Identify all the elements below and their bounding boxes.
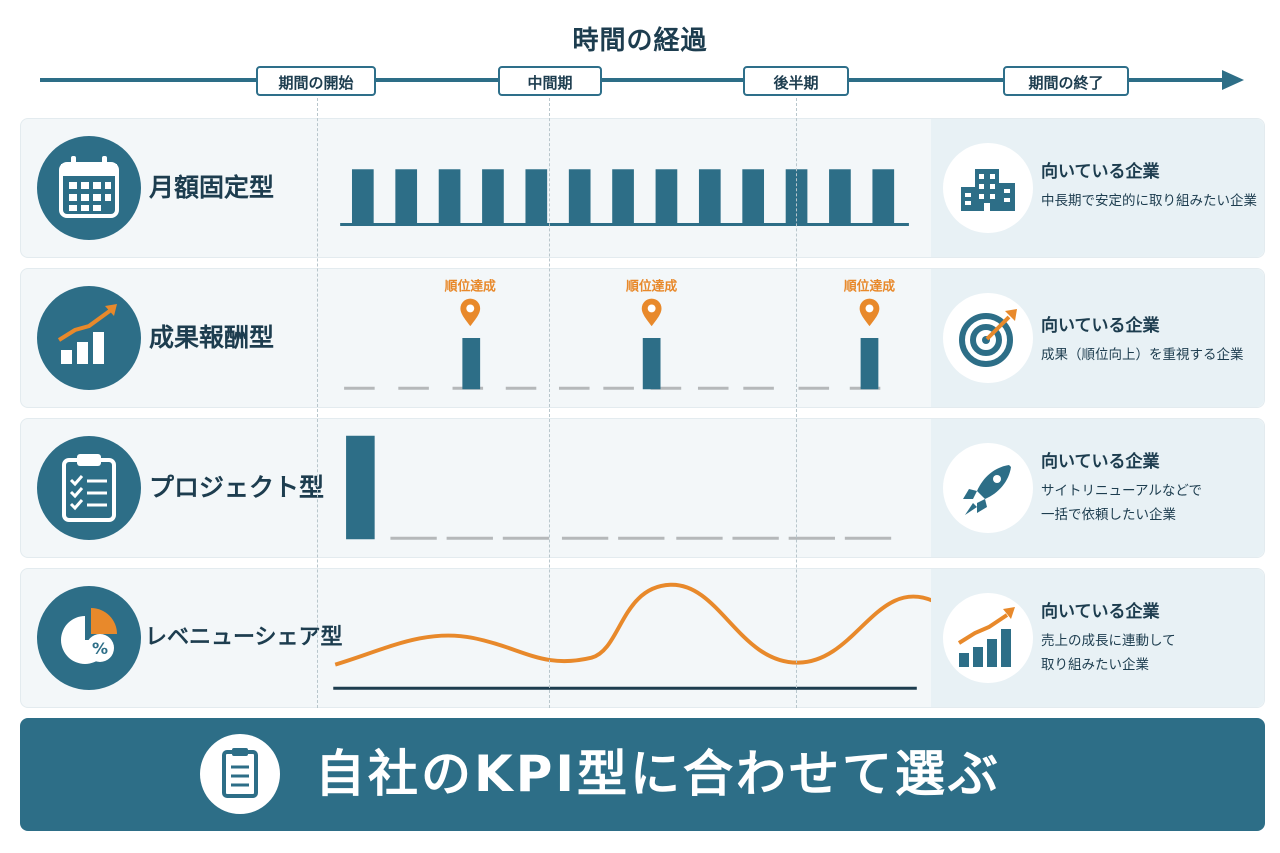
payment-bar xyxy=(438,169,461,226)
timeline-guide-middle xyxy=(549,98,550,708)
right-desc: 売上の成長に連動して 取り組みたい企業 xyxy=(1041,633,1176,673)
right-title: 向いている企業 xyxy=(1041,602,1160,622)
performance-chart: 順位達成 順位達成 順位達成 xyxy=(344,279,895,390)
right-title: 向いている企業 xyxy=(1041,452,1160,472)
revenue-wave-chart xyxy=(333,582,933,690)
row-title: 成果報酬型 xyxy=(149,323,275,352)
payment-bar xyxy=(655,169,678,226)
row-monthly-fixed: 月額固定型 xyxy=(20,118,1265,258)
payment-bar xyxy=(395,169,418,226)
row-title: プロジェクト型 xyxy=(149,473,325,502)
payment-bar xyxy=(568,169,591,226)
right-desc: 成果（順位向上）を重視する企業 xyxy=(1041,347,1244,363)
location-pin-icon xyxy=(460,298,481,327)
payment-bar xyxy=(742,169,765,226)
marker-label: 順位達成 xyxy=(844,279,895,295)
payment-bar xyxy=(872,169,895,226)
achievement-bar xyxy=(860,338,879,390)
right-desc: 中長期で安定的に取り組みたい企業 xyxy=(1041,193,1257,209)
row-title: 月額固定型 xyxy=(149,173,275,202)
page-title: 時間の経過 xyxy=(572,26,708,56)
achievement-bar xyxy=(462,338,481,390)
achievement-bar xyxy=(642,338,661,390)
project-chart xyxy=(346,435,892,540)
payment-bar xyxy=(829,169,851,226)
payment-bar xyxy=(612,169,634,226)
row-revenue-share: % レベニューシェア型 向いている企業 売上の成長に連動して 取り組みたい企業 xyxy=(20,568,1265,708)
target-icon xyxy=(943,293,1033,383)
timeline-guide-start xyxy=(317,98,318,708)
right-title: 向いている企業 xyxy=(1041,162,1160,182)
svg-text:%: % xyxy=(92,639,108,658)
payment-bar xyxy=(351,169,374,226)
growth-chart-icon xyxy=(37,286,141,390)
phase-middle-label: 中間期 xyxy=(498,66,602,96)
monthly-bars-chart xyxy=(340,169,909,226)
phase-start-label: 期間の開始 xyxy=(256,66,376,96)
payment-bar xyxy=(525,169,548,226)
phase-late-label: 後半期 xyxy=(743,66,849,96)
pie-percent-icon: % xyxy=(37,586,141,690)
row-performance-based: 成果報酬型 xyxy=(20,268,1265,408)
lump-sum-bar xyxy=(346,435,375,540)
right-title: 向いている企業 xyxy=(1041,316,1160,336)
right-desc: サイトリニューアルなどで 一括で依頼したい企業 xyxy=(1041,483,1203,523)
calendar-icon xyxy=(37,136,141,240)
marker-label: 順位達成 xyxy=(445,279,496,295)
payment-bar xyxy=(482,169,504,226)
banner-text: 自社のKPI型に合わせて選ぶ xyxy=(315,745,1001,803)
location-pin-icon xyxy=(641,298,662,327)
payment-bar xyxy=(698,169,721,226)
row-title: レベニューシェア型 xyxy=(145,625,343,650)
conclusion-banner: 自社のKPI型に合わせて選ぶ xyxy=(20,718,1265,831)
rocket-icon xyxy=(943,443,1033,533)
timeline-guide-late xyxy=(796,98,797,708)
clipboard-icon xyxy=(37,436,141,540)
growth-chart-icon xyxy=(943,593,1033,683)
row-project-based: プロジェクト型 xyxy=(20,418,1265,558)
phase-end-label: 期間の終了 xyxy=(1003,66,1129,96)
marker-label: 順位達成 xyxy=(626,279,677,295)
location-pin-icon xyxy=(859,298,880,327)
document-icon xyxy=(200,734,280,814)
building-icon xyxy=(943,143,1033,233)
